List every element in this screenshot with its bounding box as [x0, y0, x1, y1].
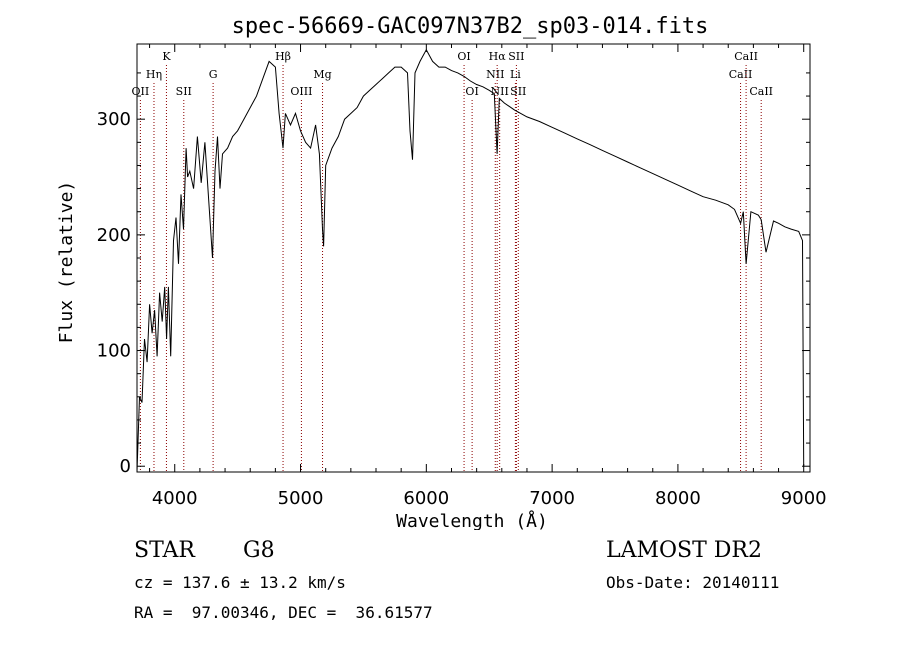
- line-marker-label-9: OI: [465, 85, 478, 98]
- line-marker-label-5: Hβ: [275, 50, 291, 63]
- line-marker-label-7: Mg: [313, 68, 331, 81]
- spectrum-series-line: [136, 48, 805, 473]
- ra-dec-coordinates: RA = 97.00346, DEC = 36.61577: [134, 603, 433, 622]
- x-axis: 4000 5000 6000 7000 8000 9000: [149, 44, 827, 509]
- object-subclass: G8: [243, 538, 275, 563]
- y-axis-label: Flux (relative): [56, 181, 77, 344]
- x-tick-label-9000: 9000: [781, 488, 827, 509]
- line-marker-label-17: CaII: [734, 50, 758, 63]
- line-marker-label-8: OI: [457, 50, 470, 63]
- line-marker-label-13: SII: [508, 50, 524, 63]
- chart-title: spec-56669-GAC097N37B2_sp03-014.fits: [232, 14, 709, 39]
- plot-frame: [136, 43, 811, 473]
- observation-date: Obs-Date: 20140111: [606, 573, 780, 592]
- spectral-line-markers: OIIHηKSIIGHβOIIIMgOIOINIIHαNIISIILiSIICa…: [132, 50, 773, 472]
- y-axis: 0 100 200 300: [97, 72, 810, 477]
- line-marker-label-3: SII: [176, 85, 192, 98]
- line-marker-label-4: G: [209, 68, 218, 81]
- line-marker-label-10: NII: [486, 68, 504, 81]
- y-tick-label-200: 200: [97, 225, 131, 246]
- line-marker-label-0: OII: [132, 85, 150, 98]
- line-marker-label-18: CaII: [749, 85, 773, 98]
- y-tick-label-100: 100: [97, 341, 131, 362]
- line-marker-label-14: Li: [510, 68, 521, 81]
- line-marker-label-11: Hα: [489, 50, 507, 63]
- x-tick-label-7000: 7000: [529, 488, 575, 509]
- y-tick-label-300: 300: [97, 109, 131, 130]
- x-tick-label-5000: 5000: [278, 488, 324, 509]
- survey-name: LAMOST DR2: [606, 538, 762, 563]
- line-marker-label-16: CaII: [729, 68, 753, 81]
- redshift-cz: cz = 137.6 ± 13.2 km/s: [134, 573, 346, 592]
- line-marker-label-15: SII: [510, 85, 526, 98]
- line-marker-label-2: K: [162, 50, 171, 63]
- x-axis-label: Wavelength (Å): [396, 510, 548, 530]
- line-marker-label-12: NII: [491, 85, 509, 98]
- object-class: STAR: [134, 538, 195, 563]
- y-tick-label-0: 0: [120, 456, 131, 477]
- x-tick-label-6000: 6000: [403, 488, 449, 509]
- x-tick-label-4000: 4000: [152, 488, 198, 509]
- x-tick-label-8000: 8000: [655, 488, 701, 509]
- line-marker-label-1: Hη: [146, 68, 162, 81]
- line-marker-label-6: OIII: [290, 85, 312, 98]
- spectrum-chart: spec-56669-GAC097N37B2_sp03-014.fits OII…: [56, 14, 827, 530]
